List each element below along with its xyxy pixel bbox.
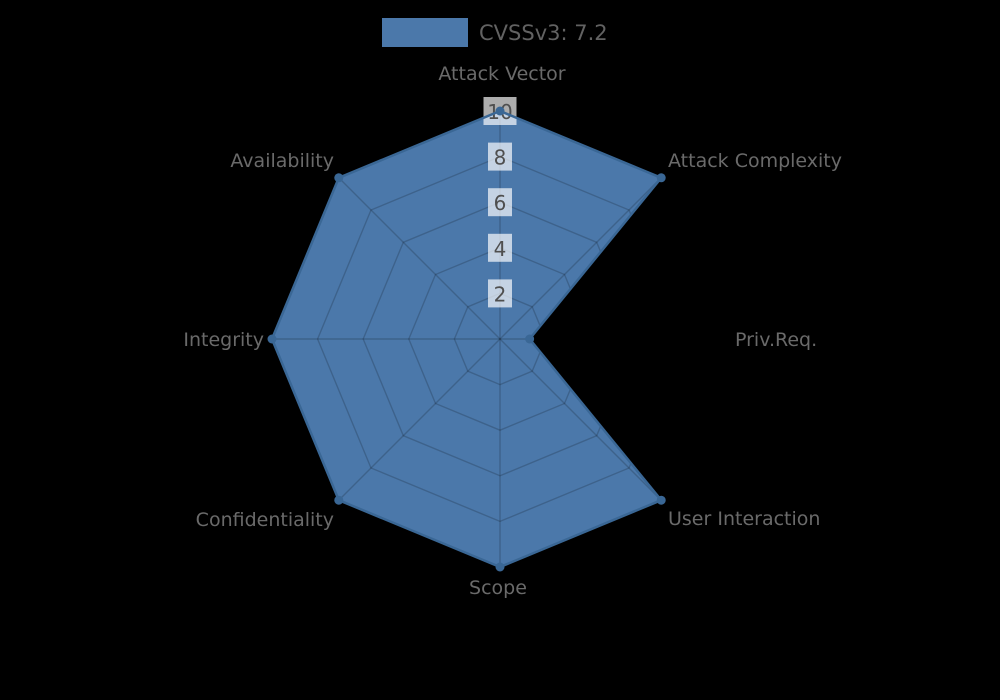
axis-label-attack-complexity: Attack Complexity <box>668 150 842 172</box>
chart-legend: CVSSv3: 7.2 <box>382 18 608 47</box>
legend-swatch <box>382 18 468 47</box>
series-point <box>334 495 344 505</box>
radial-tick-label: 4 <box>494 237 507 261</box>
grid-spoke <box>499 338 662 501</box>
axis-label-confidentiality: Confidentiality <box>196 509 334 531</box>
series-point <box>495 106 505 116</box>
axis-label-availability: Availability <box>230 150 334 172</box>
axis-label-integrity: Integrity <box>183 329 264 351</box>
axis-label-attack-vector: Attack Vector <box>438 63 565 85</box>
tick-backdrop <box>488 233 512 262</box>
grid-ring <box>316 155 684 523</box>
series-point <box>334 173 344 183</box>
axis-label-priv-req: Priv.Req. <box>735 329 817 351</box>
tick-backdrop <box>488 142 512 171</box>
tick-backdrop <box>488 279 512 308</box>
grid-ring <box>453 292 547 386</box>
grid-ring <box>362 201 638 477</box>
axis-label-user-interaction: User Interaction <box>668 508 820 530</box>
series-point <box>525 334 535 344</box>
grid-spoke <box>338 177 501 340</box>
grid-spoke <box>499 177 662 340</box>
series-point <box>267 334 277 344</box>
radial-tick-label: 6 <box>494 191 507 215</box>
legend-label: CVSSv3: 7.2 <box>479 20 608 45</box>
axis-label-scope: Scope <box>469 577 527 599</box>
grid-spoke <box>338 338 501 501</box>
radial-tick-label: 2 <box>494 282 507 306</box>
series-point <box>495 562 505 572</box>
series-point <box>656 495 666 505</box>
tick-backdrop <box>488 188 512 217</box>
radial-tick-label: 8 <box>494 146 507 170</box>
series-fill-area <box>272 111 662 567</box>
grid-ring <box>408 247 592 431</box>
series-point <box>656 173 666 183</box>
